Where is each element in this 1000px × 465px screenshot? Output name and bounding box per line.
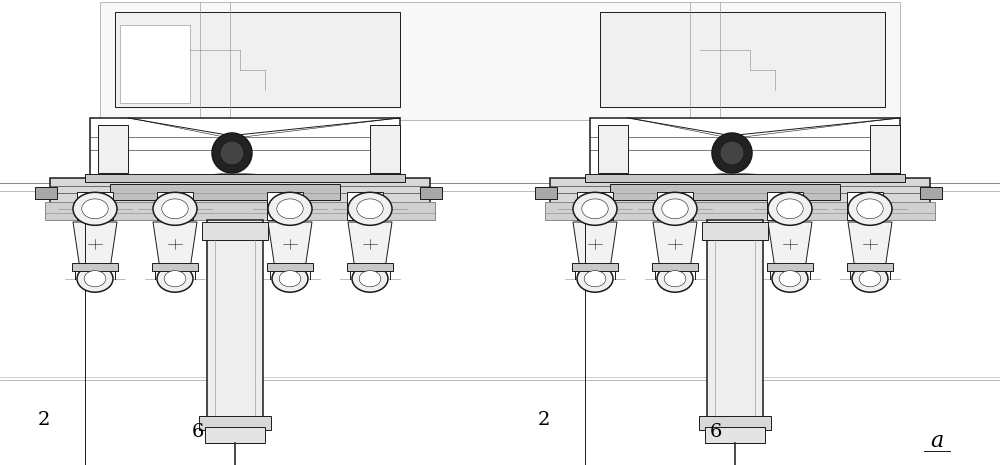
Bar: [267, 192, 303, 220]
Bar: [535, 187, 557, 199]
Ellipse shape: [73, 193, 117, 226]
Ellipse shape: [848, 193, 892, 226]
Text: a: a: [930, 430, 943, 452]
Ellipse shape: [164, 271, 186, 287]
Ellipse shape: [277, 199, 303, 219]
Ellipse shape: [779, 271, 801, 287]
Bar: [610, 184, 840, 200]
Bar: [702, 222, 768, 240]
Bar: [870, 125, 900, 173]
Ellipse shape: [352, 265, 388, 292]
Ellipse shape: [857, 199, 883, 219]
Bar: [90, 118, 400, 180]
Ellipse shape: [359, 271, 381, 287]
Text: 6: 6: [192, 423, 204, 441]
Polygon shape: [268, 222, 312, 267]
Ellipse shape: [268, 193, 312, 226]
Bar: [50, 178, 430, 203]
Ellipse shape: [664, 271, 686, 287]
Ellipse shape: [162, 199, 188, 219]
Ellipse shape: [348, 193, 392, 226]
Ellipse shape: [272, 265, 308, 292]
Polygon shape: [73, 222, 117, 267]
Ellipse shape: [859, 271, 881, 287]
Bar: [115, 12, 400, 107]
Polygon shape: [653, 222, 697, 267]
Ellipse shape: [657, 265, 693, 292]
Bar: [45, 202, 435, 220]
Bar: [707, 220, 763, 443]
Bar: [699, 416, 771, 430]
Bar: [199, 416, 271, 430]
Polygon shape: [153, 222, 197, 267]
Bar: [72, 263, 118, 271]
Bar: [100, 2, 900, 120]
Ellipse shape: [852, 265, 888, 292]
Circle shape: [220, 141, 244, 165]
Polygon shape: [768, 222, 812, 267]
Bar: [420, 187, 442, 199]
Ellipse shape: [653, 193, 697, 226]
Bar: [120, 25, 190, 103]
Bar: [207, 220, 263, 443]
Bar: [590, 118, 900, 180]
Ellipse shape: [662, 199, 688, 219]
Ellipse shape: [768, 193, 812, 226]
Ellipse shape: [573, 193, 617, 226]
Bar: [110, 184, 340, 200]
Circle shape: [712, 133, 752, 173]
Bar: [572, 263, 618, 271]
Bar: [705, 427, 765, 443]
Bar: [347, 192, 383, 220]
Bar: [600, 12, 885, 107]
Text: 2: 2: [38, 411, 50, 429]
Bar: [657, 192, 693, 220]
Bar: [370, 125, 400, 173]
Bar: [585, 174, 905, 182]
Bar: [577, 192, 613, 220]
Bar: [550, 178, 930, 203]
Text: 6: 6: [710, 423, 722, 441]
Polygon shape: [573, 222, 617, 267]
Bar: [767, 263, 813, 271]
Bar: [920, 187, 942, 199]
Bar: [847, 263, 893, 271]
Bar: [152, 263, 198, 271]
Bar: [205, 427, 265, 443]
Ellipse shape: [279, 271, 301, 287]
Polygon shape: [848, 222, 892, 267]
Ellipse shape: [153, 193, 197, 226]
Bar: [598, 125, 628, 173]
Ellipse shape: [582, 199, 608, 219]
Ellipse shape: [84, 271, 106, 287]
Ellipse shape: [357, 199, 383, 219]
Bar: [847, 192, 883, 220]
Bar: [85, 174, 405, 182]
Bar: [545, 202, 935, 220]
Ellipse shape: [157, 265, 193, 292]
Ellipse shape: [82, 199, 108, 219]
Ellipse shape: [77, 265, 113, 292]
Bar: [267, 263, 313, 271]
Bar: [77, 192, 113, 220]
Bar: [35, 187, 57, 199]
Bar: [98, 125, 128, 173]
Bar: [202, 222, 268, 240]
Circle shape: [720, 141, 744, 165]
Circle shape: [212, 133, 252, 173]
Ellipse shape: [772, 265, 808, 292]
Text: 2: 2: [538, 411, 550, 429]
Polygon shape: [348, 222, 392, 267]
Bar: [767, 192, 803, 220]
Ellipse shape: [777, 199, 803, 219]
Bar: [157, 192, 193, 220]
Bar: [652, 263, 698, 271]
Ellipse shape: [584, 271, 606, 287]
Bar: [347, 263, 393, 271]
Ellipse shape: [577, 265, 613, 292]
